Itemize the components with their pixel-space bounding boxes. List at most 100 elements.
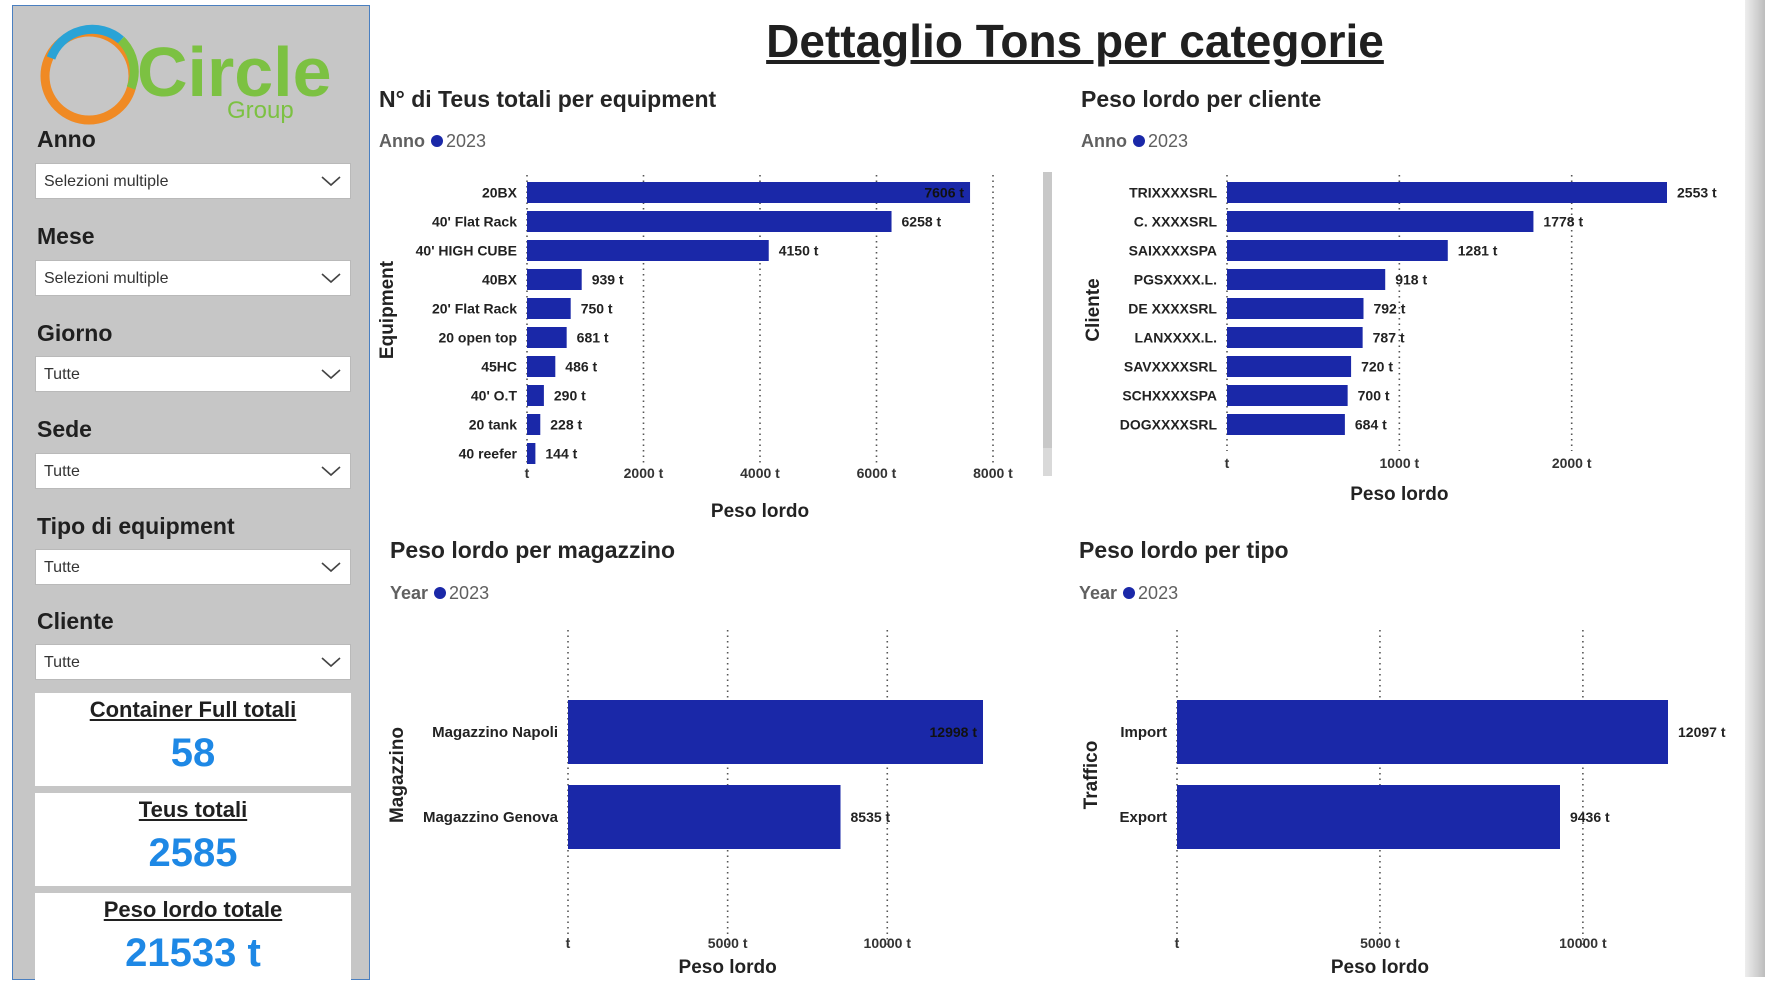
- dropdown-tipo-equipment-value: Tutte: [44, 559, 80, 576]
- data-label: 681 t: [577, 330, 609, 346]
- data-label: 4150 t: [779, 243, 819, 259]
- dropdown-anno[interactable]: Selezioni multiple: [35, 163, 351, 199]
- kpi-title: Peso lordo totale: [103, 897, 283, 922]
- x-tick-label: t: [525, 465, 530, 481]
- bar: [1227, 298, 1364, 319]
- bar: [527, 182, 971, 203]
- x-tick-label: 1000 t: [1379, 455, 1419, 471]
- data-label: 918 t: [1395, 272, 1427, 288]
- bar-chart-cliente: t 1000 t 2000 t TRIXXXXSRL 2553 t C. XXXXSRL 1…: [1083, 175, 1717, 505]
- bar: [1227, 414, 1345, 435]
- chevron-down-icon: [321, 369, 341, 380]
- kpi-card-peso-lordo-totale: Peso lordo totale 21533 t: [35, 893, 351, 981]
- legend-magazzino: Year 2023: [390, 583, 489, 604]
- filter-label-mese: Mese: [37, 223, 95, 249]
- data-label: 6258 t: [902, 214, 942, 230]
- bar: [568, 785, 841, 849]
- data-label: 684 t: [1355, 417, 1387, 433]
- legend-marker: [434, 587, 447, 599]
- filter-sidebar: Circle Group Anno Selezioni multiple Mes…: [12, 5, 370, 981]
- x-tick-label: t: [1225, 455, 1230, 471]
- bar: [1227, 269, 1386, 290]
- dropdown-giorno-value: Tutte: [44, 366, 80, 383]
- dropdown-giorno[interactable]: Tutte: [35, 356, 351, 392]
- scrollbar-thumb[interactable]: [1043, 448, 1052, 476]
- dropdown-sede[interactable]: Tutte: [35, 453, 351, 489]
- category-label: DE XXXXSRL: [1128, 301, 1217, 317]
- data-label: 792 t: [1373, 301, 1405, 317]
- kpi-title: Container Full totali: [89, 697, 297, 722]
- legend-item: 2023: [449, 583, 490, 603]
- x-tick-label: 4000 t: [740, 465, 780, 481]
- data-label: 7606 t: [924, 185, 964, 201]
- x-tick-label: 10000 t: [1559, 935, 1607, 951]
- x-axis-title: Peso lordo: [1331, 957, 1429, 978]
- x-tick-label: 5000 t: [708, 935, 748, 951]
- dropdown-mese[interactable]: Selezioni multiple: [35, 260, 351, 296]
- legend-tipo: Year 2023: [1079, 583, 1178, 604]
- data-label: 486 t: [565, 359, 597, 375]
- kpi-card-container-full: Container Full totali 58: [35, 693, 351, 786]
- kpi-card-teus-totali: Teus totali 2585: [35, 793, 351, 886]
- dropdown-cliente-value: Tutte: [44, 654, 80, 671]
- data-label: 787 t: [1373, 330, 1405, 346]
- category-label: SCHXXXXSPA: [1122, 388, 1217, 404]
- chevron-down-icon: [321, 562, 341, 573]
- bar: [527, 327, 567, 348]
- data-label: 750 t: [581, 301, 613, 317]
- dropdown-sede-value: Tutte: [44, 463, 80, 480]
- bar-chart-tipo: t 5000 t 10000 t Import 12097 t Export 9436 t P…: [1081, 630, 1726, 978]
- filter-label-cliente: Cliente: [37, 608, 114, 634]
- category-label: Magazzino Napoli: [432, 724, 558, 741]
- bar: [527, 269, 582, 290]
- x-tick-label: 8000 t: [973, 465, 1013, 481]
- bar: [527, 298, 571, 319]
- chart-title-cliente: Peso lordo per cliente: [1081, 86, 1322, 112]
- legend-item: 2023: [445, 131, 487, 151]
- x-tick-label: t: [566, 935, 571, 951]
- kpi-value: 21533 t: [125, 931, 261, 975]
- data-label: 2553 t: [1677, 185, 1717, 201]
- kpi-title: Teus totali: [138, 797, 248, 822]
- data-label: 8535 t: [851, 809, 891, 825]
- legend-item: 2023: [1147, 131, 1189, 151]
- bar: [527, 443, 536, 464]
- category-label: Magazzino Genova: [423, 809, 559, 826]
- bar-chart-equipment: t 2000 t 4000 t 6000 t 8000 t 20BX 7606 t 40' F…: [377, 175, 1013, 522]
- data-label: 144 t: [545, 446, 577, 462]
- y-axis-title: Cliente: [1083, 278, 1104, 341]
- x-tick-label: 2000 t: [624, 465, 664, 481]
- y-axis-title: Traffico: [1081, 741, 1102, 810]
- x-axis-title: Peso lordo: [1350, 484, 1448, 505]
- category-label: 20 tank: [469, 417, 517, 433]
- bar: [1227, 385, 1348, 406]
- category-label: Import: [1120, 724, 1167, 741]
- legend-title: Anno: [1081, 131, 1127, 151]
- data-label: 12998 t: [930, 724, 978, 740]
- bar: [1177, 700, 1668, 764]
- bar-chart-magazzino: t 5000 t 10000 t Magazzino Napoli 12998 t Mag…: [387, 630, 983, 978]
- chevron-down-icon: [321, 273, 341, 284]
- data-label: 290 t: [554, 388, 586, 404]
- category-label: SAIXXXXSPA: [1129, 243, 1217, 259]
- legend-marker: [1132, 135, 1145, 147]
- category-label: PGSXXXX.L.: [1134, 272, 1217, 288]
- chart-title-equipment: N° di Teus totali per equipment: [379, 86, 717, 112]
- x-tick-label: 2000 t: [1552, 455, 1592, 471]
- legend-title: Year: [390, 583, 429, 603]
- data-label: 1778 t: [1543, 214, 1583, 230]
- category-label: TRIXXXXSRL: [1129, 185, 1217, 201]
- bar: [1227, 182, 1667, 203]
- filter-label-anno: Anno: [37, 126, 96, 152]
- filter-label-sede: Sede: [37, 416, 92, 442]
- category-label: 40 reefer: [459, 446, 518, 462]
- y-axis-title: Equipment: [377, 260, 398, 359]
- dropdown-tipo-equipment[interactable]: Tutte: [35, 549, 351, 585]
- chart-scrollbar-equipment[interactable]: [1043, 172, 1052, 448]
- bar: [1227, 327, 1363, 348]
- category-label: SAVXXXXSRL: [1124, 359, 1218, 375]
- dropdown-cliente[interactable]: Tutte: [35, 644, 351, 680]
- chevron-down-icon: [321, 176, 341, 187]
- y-axis-title: Magazzino: [387, 727, 408, 823]
- chevron-down-icon: [321, 466, 341, 477]
